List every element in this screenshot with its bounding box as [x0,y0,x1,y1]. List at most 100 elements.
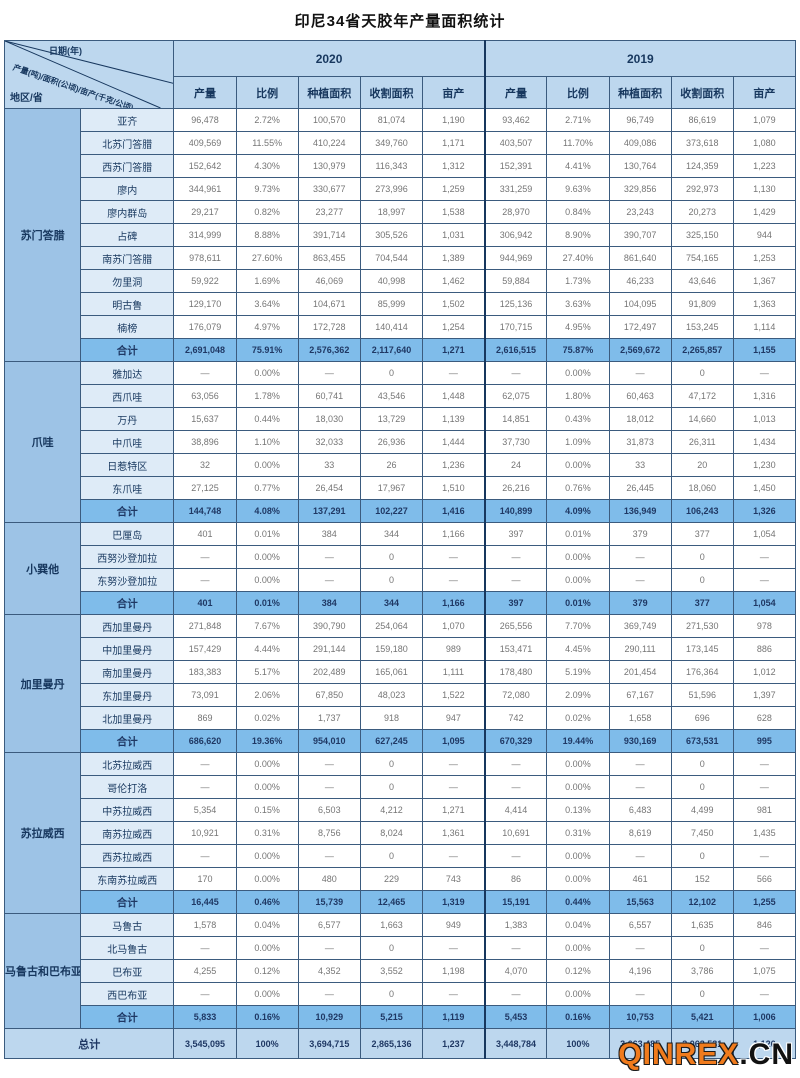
data-cell-y2020: — [422,982,486,1006]
data-cell-y2020: 0.31% [235,821,299,845]
province-cell: 哥伦打洛 [80,775,175,799]
table-row: 楠榜 176,079 4.97% 172,728 140,414 1,254 170,715… [5,315,797,339]
data-cell-y2020: — [297,361,361,385]
data-cell-y2019: 373,618 [670,131,734,155]
data-cell-y2020: 330,677 [297,177,361,201]
data-cell-y2019: 1,429 [732,200,797,224]
data-cell-y2019: 265,556 [483,614,548,638]
data-cell-y2019: — [732,936,797,960]
data-cell-y2019: 46,233 [608,269,672,293]
data-cell-y2020: 85,999 [359,292,424,316]
data-cell-y2019: 26,311 [670,430,734,454]
data-cell-y2019: 0.00% [546,775,610,799]
data-cell-y2019: — [483,361,548,385]
data-cell-y2019: 1,114 [732,315,797,339]
table-row: 东爪哇 27,125 0.77% 26,454 17,967 1,510 26,216 0.7… [5,476,797,500]
province-cell: 廖内群岛 [80,200,175,224]
data-cell-y2019: 3,663,485 [608,1028,672,1059]
data-cell-y2019: 2.71% [546,108,610,132]
table-row: 日惹特区 32 0.00% 33 26 1,236 24 0.00% 33 20 1,230 [5,453,797,477]
data-cell-y2019: 1,326 [732,499,797,523]
grand-total-row: 总计 3,545,095 100% 3,694,715 2,865,136 1,237 3,… [3,1028,797,1059]
data-cell-y2020: 5,354 [173,798,237,822]
data-cell-y2019: — [608,361,672,385]
province-cell: 万丹 [80,407,175,431]
data-cell-y2019: 379 [608,522,672,546]
province-cell: 中加里曼丹 [80,637,175,661]
data-cell-y2019: 331,259 [483,177,548,201]
data-cell-y2019: 11.70% [546,131,610,155]
table-row: 西巴布亚 —0.00% —0— —0.00% —0— [5,982,797,1006]
data-cell-y2019: 944,969 [483,246,548,270]
data-cell-y2019: 1,316 [732,384,797,408]
data-cell-y2020: 686,620 [173,729,237,753]
data-cell-y2019: 0.00% [546,752,610,776]
data-cell-y2019: 43,646 [670,269,734,293]
table-row: 南苏拉威西 10,921 0.31% 8,756 8,024 1,361 10,691 0.3… [5,821,797,845]
data-cell-y2020: 0.46% [235,890,299,914]
data-cell-y2019: 10,753 [608,1005,672,1029]
province-cell: 巴厘岛 [80,522,175,546]
data-cell-y2020: — [297,982,361,1006]
data-cell-y2019: 7.70% [546,614,610,638]
province-cell: 北苏拉威西 [80,752,175,776]
data-cell-y2020: 26,936 [359,430,424,454]
data-cell-y2019: 93,462 [483,108,548,132]
data-cell-y2019: 4.45% [546,637,610,661]
subtotal-label: 合计 [80,591,175,615]
data-cell-y2019: 86 [483,867,548,891]
data-cell-y2019: 3.63% [546,292,610,316]
data-cell-y2019: 742 [483,706,548,730]
data-cell-y2019: 0.01% [546,522,610,546]
data-cell-y2020: 229 [359,867,424,891]
data-cell-y2020: 0.00% [235,867,299,891]
data-cell-y2020: 6,577 [297,913,361,937]
data-cell-y2019: 15,563 [608,890,672,914]
data-cell-y2020: 0.00% [235,545,299,569]
data-cell-y2019: 1,155 [732,338,797,362]
data-cell-y2020: 27,125 [173,476,237,500]
data-cell-y2020: 401 [173,522,237,546]
province-cell: 南加里曼丹 [80,660,175,684]
data-cell-y2019: 15,191 [483,890,548,914]
data-cell-y2020: 130,979 [297,154,361,178]
province-cell: 东爪哇 [80,476,175,500]
data-cell-y2019: 566 [732,867,797,891]
column-header-2019-1: 产量 [483,76,548,109]
data-cell-y2019: 8.90% [546,223,610,247]
data-cell-y2020: 38,896 [173,430,237,454]
year-header-row: 日期(年) 产量(吨)/面积(公顷)/亩产(千克/公顷) 地区/省 2020 2… [3,40,796,109]
data-cell-y2019: — [483,982,548,1006]
data-cell-y2020: 1,502 [422,292,486,316]
data-cell-y2019: 0.00% [546,844,610,868]
subtotal-row: 合计 401 0.01% 384 344 1,166 397 0.01% 379 377 1,054 [5,591,797,615]
data-cell-y2019: 325,150 [670,223,734,247]
data-cell-y2019: 292,973 [670,177,734,201]
data-cell-y2020: 1,236 [422,453,486,477]
data-cell-y2020: 0.44% [235,407,299,431]
data-cell-y2020: 273,996 [359,177,424,201]
data-cell-y2020: 1,166 [422,522,486,546]
table-row: 廖内群岛 29,217 0.82% 23,277 18,997 1,538 28,970 0.… [5,200,797,224]
province-cell: 楠榜 [80,315,175,339]
data-cell-y2020: 869 [173,706,237,730]
region-cell-3: 小巽他 [3,522,82,615]
data-cell-y2019: 1,075 [732,959,797,983]
subtotal-row: 合计 16,445 0.46% 15,739 12,465 1,319 15,191 0.44… [5,890,797,914]
data-cell-y2019: 26,445 [608,476,672,500]
data-cell-y2019: 75.87% [546,338,610,362]
data-cell-y2020: 1.10% [235,430,299,454]
data-cell-y2019: — [732,361,797,385]
data-cell-y2020: 1,271 [422,338,486,362]
data-cell-y2020: 6,503 [297,798,361,822]
data-cell-y2019: 1,079 [732,108,797,132]
province-cell: 西努沙登加拉 [80,545,175,569]
data-cell-y2020: 19.36% [235,729,299,753]
data-cell-y2020: 1.69% [235,269,299,293]
data-cell-y2019: 28,970 [483,200,548,224]
data-cell-y2020: 1,312 [422,154,486,178]
data-cell-y2020: 2.06% [235,683,299,707]
data-cell-y2019: 1,383 [483,913,548,937]
data-cell-y2019: 27.40% [546,246,610,270]
data-cell-y2020: 96,478 [173,108,237,132]
